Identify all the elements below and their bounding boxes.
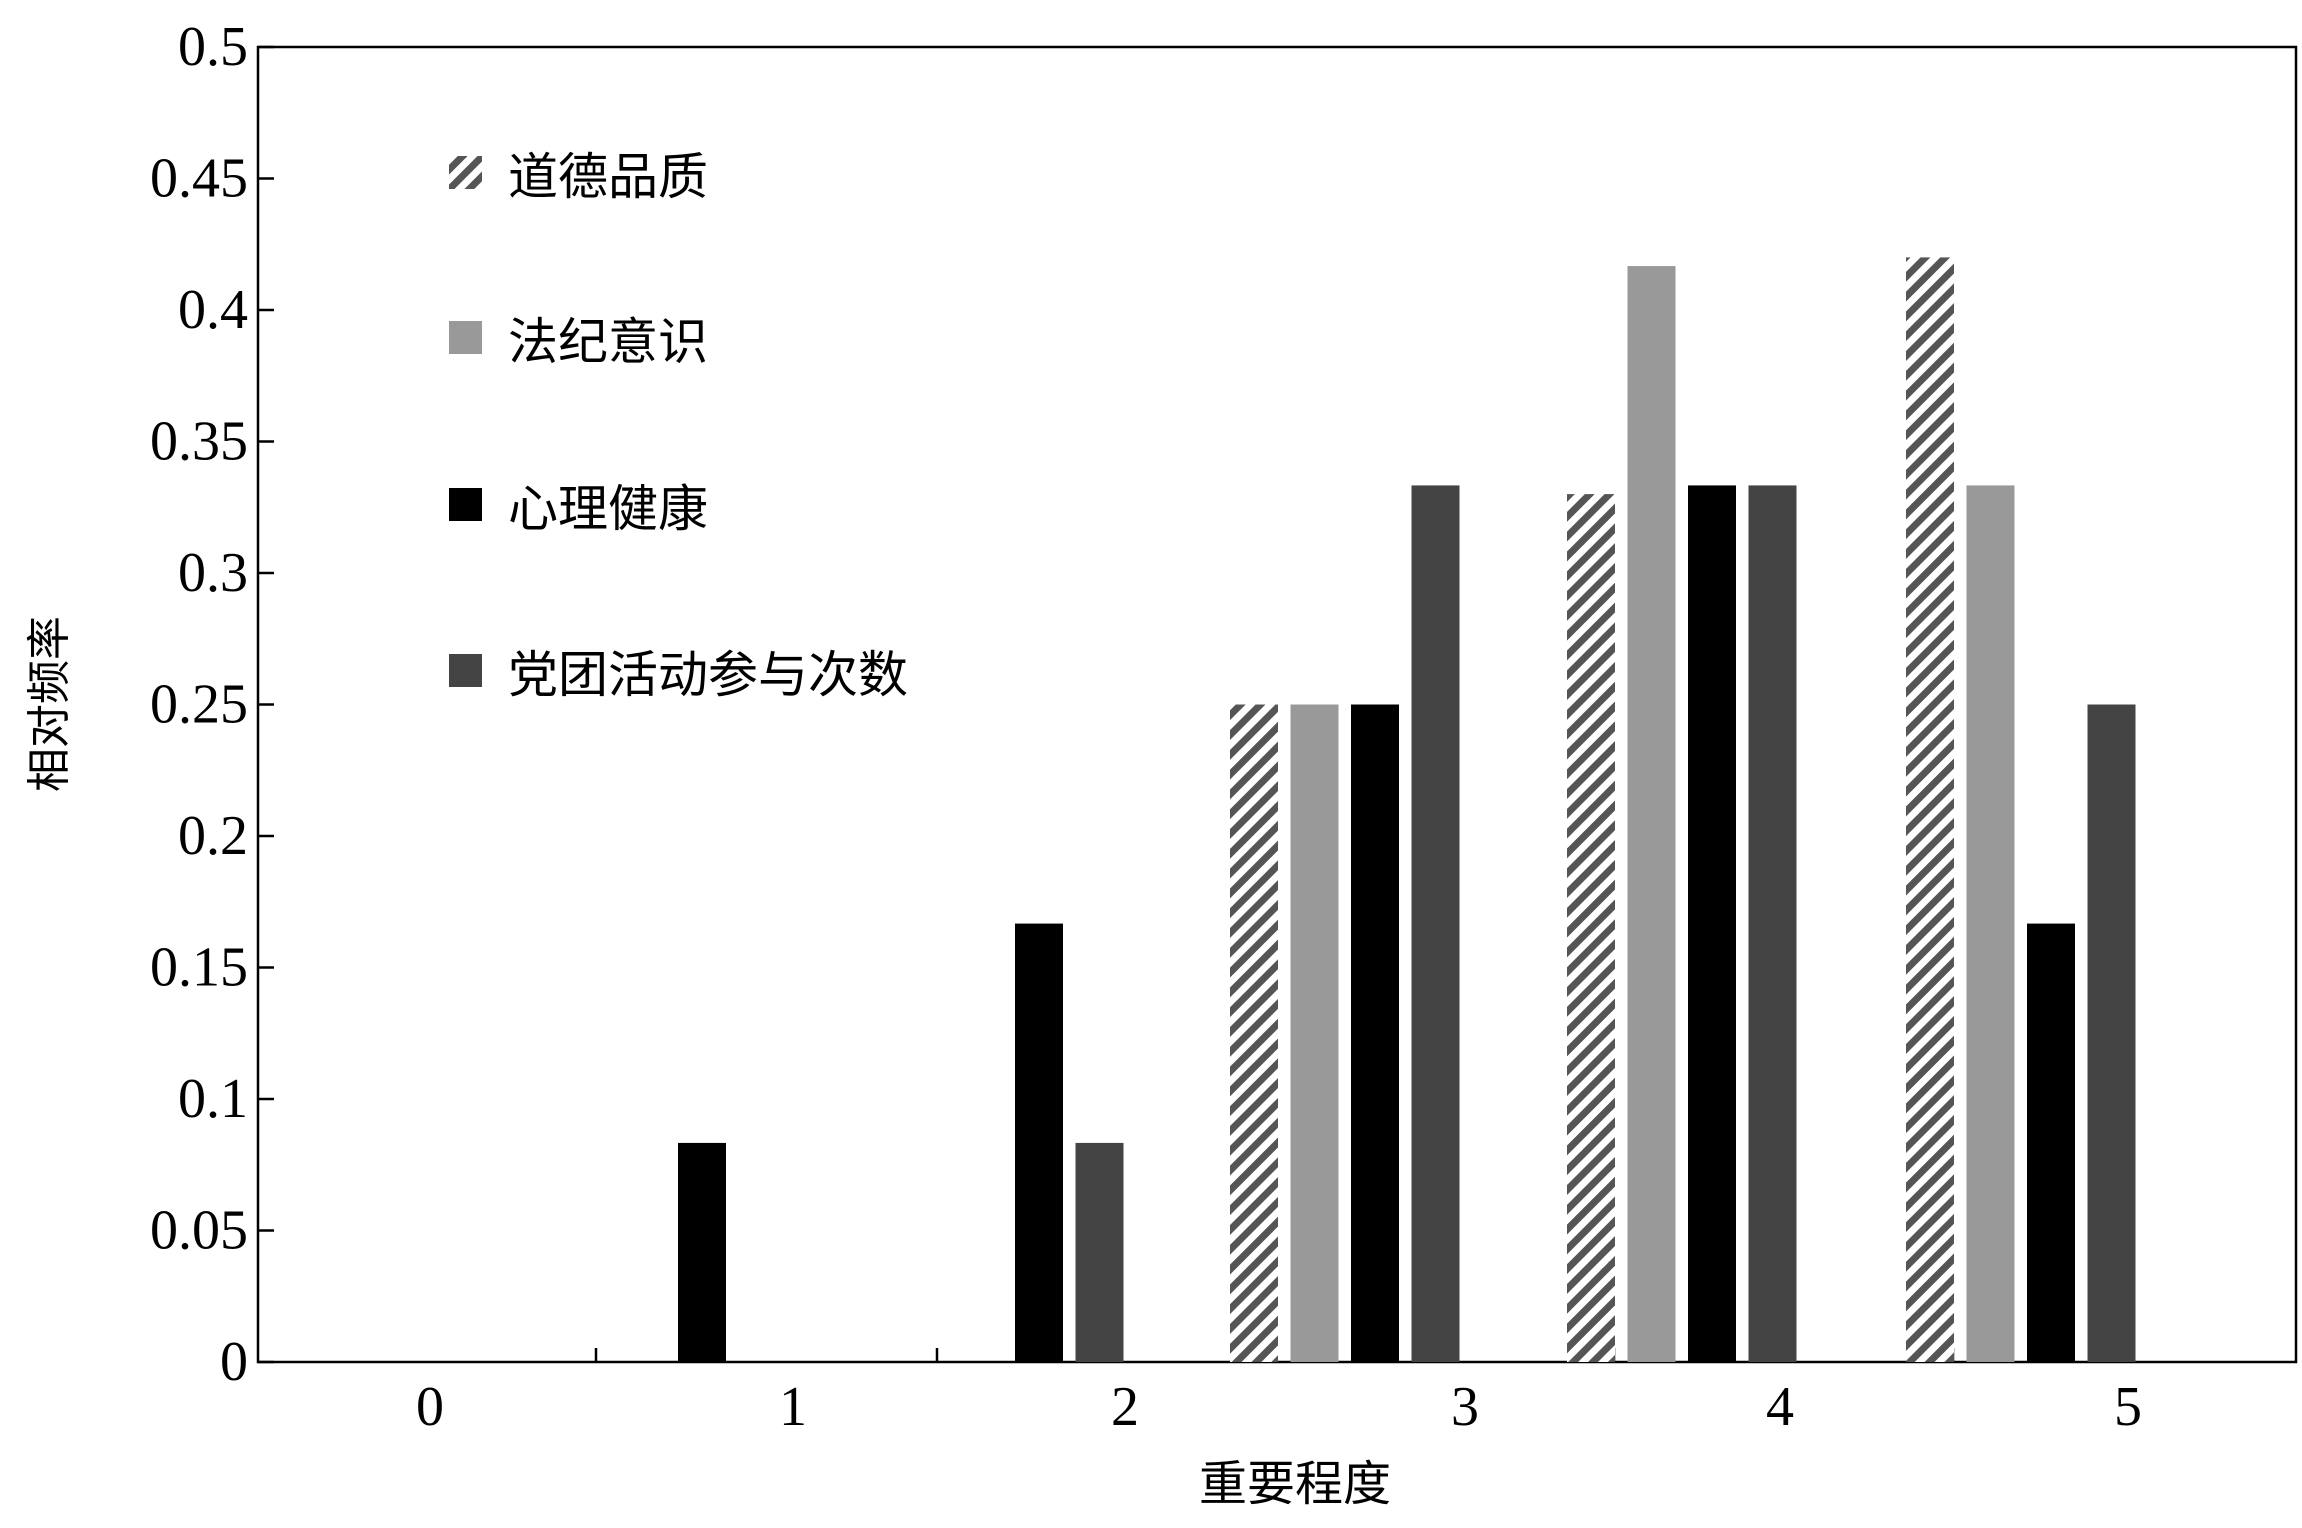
y-tick-label: 0.45: [150, 148, 248, 210]
bar-1-series-2: [678, 1142, 726, 1362]
bar-2-series-2: [1015, 923, 1063, 1362]
bar-3-series-0: [1230, 704, 1278, 1362]
bar-2-series-3: [1075, 1142, 1124, 1362]
y-tick-label: 0.35: [150, 411, 248, 473]
bar-5-series-0: [1906, 257, 1954, 1362]
legend-label: 法纪意识: [508, 313, 708, 371]
bar-3-series-2: [1351, 704, 1399, 1362]
x-axis-label: 重要程度: [1199, 1456, 1391, 1512]
y-tick-label: 0.3: [178, 542, 248, 604]
legend-label: 党团活动参与次数: [508, 646, 908, 704]
bar-5-series-2: [2027, 923, 2075, 1362]
bar-4-series-2: [1688, 485, 1736, 1362]
x-tick-label: 4: [1766, 1376, 1794, 1438]
legend-label: 心理健康: [508, 480, 708, 538]
y-tick-label: 0.25: [150, 674, 248, 736]
x-tick-label: 2: [1111, 1376, 1139, 1438]
bar-4-series-1: [1627, 266, 1676, 1363]
bar-3-series-3: [1411, 485, 1460, 1362]
y-tick-label: 0: [220, 1331, 248, 1393]
y-tick-label: 0.5: [178, 16, 248, 78]
y-tick-label: 0.15: [150, 937, 248, 999]
y-tick-label: 0.4: [178, 279, 248, 341]
bar-4-series-0: [1567, 494, 1615, 1363]
y-axis-label: 相对频率: [24, 616, 75, 792]
y-tick-label: 0.2: [178, 805, 248, 867]
y-tick-label: 0.05: [150, 1200, 248, 1262]
legend-label: 道德品质: [508, 148, 708, 206]
bar-5-series-3: [2087, 704, 2136, 1362]
legend-swatch: [449, 488, 482, 521]
bar-4-series-3: [1748, 485, 1797, 1362]
bar-5-series-1: [1966, 485, 2015, 1362]
bar-3-series-1: [1290, 704, 1339, 1362]
legend-swatch: [449, 654, 482, 687]
x-tick-label: 5: [2114, 1376, 2142, 1438]
x-tick-label: 1: [779, 1376, 807, 1438]
x-tick-label: 0: [416, 1376, 444, 1438]
x-tick-label: 3: [1451, 1376, 1479, 1438]
y-tick-label: 0.1: [178, 1068, 248, 1130]
legend-swatch: [449, 156, 482, 189]
legend-swatch: [449, 321, 482, 354]
